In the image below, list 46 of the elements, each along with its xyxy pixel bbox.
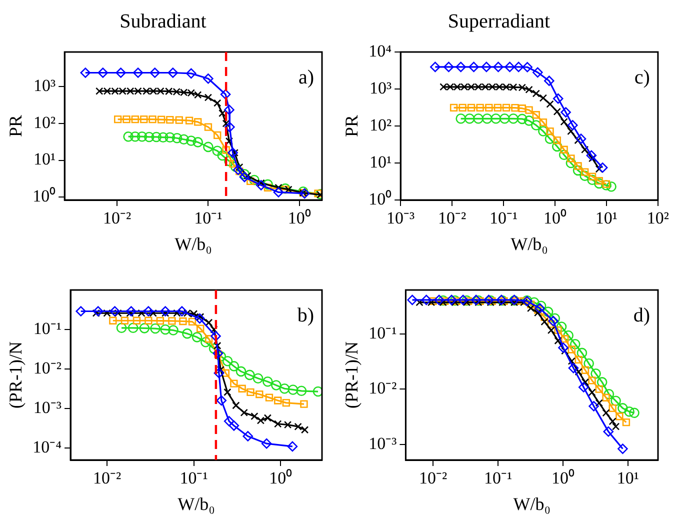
x-tick-label: 10⁻² [438,208,466,228]
y-tick-label: 10² [369,115,392,134]
y-tick-label: 10⁻⁴ [32,438,62,457]
x-tick-label: 10⁻¹ [484,468,512,488]
annotation: a) [298,66,314,88]
y-axis-title: (PR-1)/N [6,342,26,408]
y-axis-title: PR [6,114,26,138]
y-tick-label: 10¹ [369,152,392,172]
y-axis-title: (PR-1)/N [342,342,362,408]
y-tick-label: 10³ [33,76,56,96]
x-tick-label: 10⁻³ [386,208,415,228]
y-tick-label: 10³ [369,78,392,98]
y-tick-label: 10⁻² [368,378,397,398]
y-tick-label: 10⁻³ [33,398,62,418]
chart-title: Subradiant [120,10,207,32]
x-axis-title: W/b₀ [174,234,212,254]
x-tick-label: 10⁰ [544,208,567,228]
y-tick-label: 10⁻³ [368,434,397,453]
x-tick-label: 10¹ [595,208,618,228]
y-tick-label: 10⁻² [33,358,62,378]
y-tick-label: 10⁰ [32,186,56,206]
x-tick-label: 10⁻¹ [180,468,208,488]
x-tick-label: 10⁻² [102,208,132,228]
chart-title: Superradiant [448,10,551,32]
y-tick-label: 10⁻¹ [33,318,62,338]
x-axis-title: W/b₀ [513,494,550,514]
x-tick-label: 10¹ [616,468,640,488]
x-tick-label: 10² [646,208,670,228]
x-tick-label: 10⁰ [288,208,311,228]
x-axis-title: W/b₀ [510,234,548,254]
y-tick-label: 10² [33,112,56,132]
x-tick-label: 10⁰ [551,468,574,488]
x-tick-label: 10⁻² [92,468,122,488]
x-tick-label: 10⁰ [269,468,292,488]
y-axis-title: PR [342,114,362,138]
y-tick-label: 10⁰ [368,189,392,208]
y-tick-label: 10⁻¹ [368,323,397,342]
annotation: d) [633,304,650,326]
y-tick-label: 10⁴ [368,41,392,60]
x-tick-label: 10⁻¹ [489,208,518,228]
x-tick-label: 10⁻² [418,468,448,488]
x-tick-label: 10⁻¹ [194,208,222,228]
y-tick-label: 10¹ [33,150,56,169]
annotation: b) [297,304,314,326]
annotation: c) [634,66,650,88]
x-axis-title: W/b₀ [178,494,215,514]
